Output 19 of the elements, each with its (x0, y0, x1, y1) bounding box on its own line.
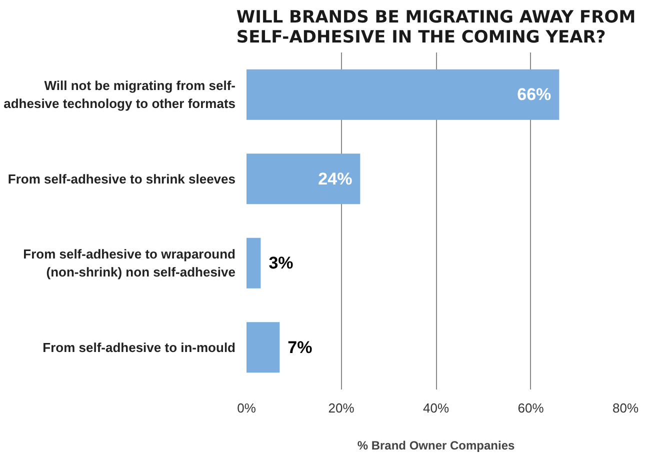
x-tick-label: 40% (422, 400, 450, 416)
x-tick-label: 60% (518, 400, 544, 416)
x-tick-label: 0% (237, 400, 256, 416)
chart-title: WILL BRANDS BE MIGRATING AWAY FROM SELF-ADHESIVE IN THE COMING YEAR? (236, 8, 636, 48)
data-label: 3% (268, 254, 294, 273)
bar (246, 322, 280, 373)
y-tick-label: From self-adhesive to shrink sleeves (8, 171, 236, 186)
data-label: 7% (288, 338, 312, 357)
bar (246, 238, 261, 288)
y-tick-label: Will not be migrating from self-adhesive technology to other formats (4, 78, 236, 112)
data-label: 66% (517, 85, 552, 104)
x-tick-label: 20% (328, 400, 355, 416)
y-tick-label: From self-adhesive to wraparound (non-shrink) non self-adhesive (23, 246, 236, 280)
bar (246, 69, 560, 120)
y-tick-label: From self-adhesive to in-mould (42, 340, 236, 355)
bar (246, 154, 360, 204)
x-tick-label: 80% (612, 400, 639, 416)
x-axis-title: % Brand Owner Companies (357, 438, 516, 452)
data-label: 24% (318, 169, 352, 188)
